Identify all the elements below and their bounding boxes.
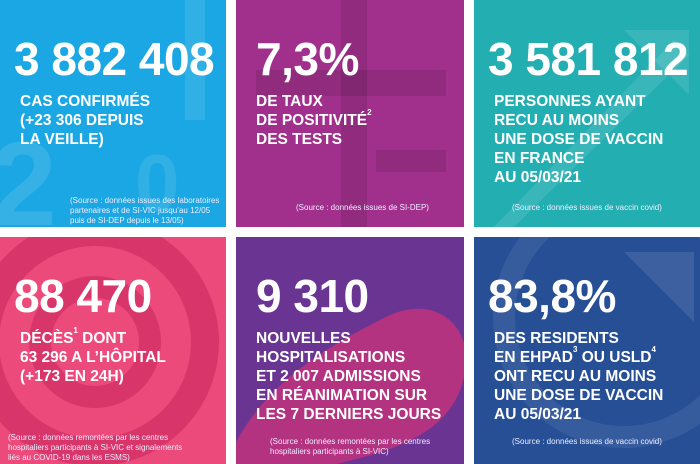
label-line: LES 7 DERNIERS JOURS — [256, 406, 442, 423]
label-line: UNE DOSE DE VACCIN — [494, 131, 664, 148]
tile-hospitalisations: 9 310 NOUVELLES HOSPITALISATIONS ET 2 00… — [236, 237, 464, 464]
label-line: DES RESIDENTS — [494, 330, 619, 347]
label-line: CAS CONFIRMÉS — [20, 93, 151, 110]
confirmed-cases-number: 3 882 408 — [14, 33, 215, 85]
label-line: RECU AU MOINS — [494, 112, 620, 129]
source-line: (Source : données issues de SI-DEP) — [296, 203, 429, 212]
confirmed-cases-label: CAS CONFIRMÉS (+23 306 DEPUIS LA VEILLE) — [20, 92, 150, 149]
label-line: (+173 EN 24H) — [20, 368, 124, 385]
tile-nursing-home-residents: 83,8% DES RESIDENTS EN EHPAD3 OU USLD4 O… — [474, 237, 700, 464]
label-line: LA VEILLE) — [20, 131, 104, 148]
tile-vaccinated-people: 3 581 812 PERSONNES AYANT RECU AU MOINS … — [474, 0, 700, 227]
label-line: DES TESTS — [256, 131, 343, 148]
source-line: puis de SI-DEP depuis le 13/05) — [70, 216, 184, 225]
tile-deaths: 88 470 DÉCÈS1 DONT 63 296 A L’HÔPITAL (+… — [0, 237, 226, 464]
label-line: ET 2 007 ADMISSIONS — [256, 368, 421, 385]
decorative-digits-graphic: 2 0 — [0, 0, 205, 227]
label-line: AU 05/03/21 — [494, 406, 582, 423]
label-line: (+23 306 DEPUIS — [20, 112, 144, 129]
source-line: (Source : données issues de vaccin covid… — [512, 437, 662, 446]
tile-confirmed-cases: 2 0 3 882 408 CAS CONFIRMÉS (+23 306 DEP… — [0, 0, 226, 227]
confirmed-cases-source: (Source : données issues des laboratoire… — [70, 196, 219, 226]
source-line: (Source : données issues des laboratoire… — [70, 196, 220, 205]
source-line: liés au COVID-19 dans les ESMS) — [8, 453, 130, 462]
vaccinated-people-number: 3 581 812 — [488, 33, 689, 85]
footnote-mark: 1 — [73, 326, 78, 335]
positivity-rate-source: (Source : données issues de SI-DEP) — [296, 203, 429, 213]
decorative-arrow-graphic — [494, 30, 689, 227]
deaths-label: DÉCÈS1 DONT 63 296 A L’HÔPITAL (+173 EN … — [20, 326, 166, 386]
label-line: EN FRANCE — [494, 150, 585, 167]
hospitalisations-label: NOUVELLES HOSPITALISATIONS ET 2 007 ADMI… — [256, 329, 441, 424]
label-line: AU 05/03/21 — [494, 169, 582, 186]
label-line: UNE DOSE DE VACCIN — [494, 387, 664, 404]
label-text: DÉCÈS — [20, 330, 74, 347]
label-line: PERSONNES AYANT — [494, 93, 646, 110]
hospitalisations-number: 9 310 — [256, 270, 369, 322]
label-text: OU USLD — [577, 349, 652, 366]
positivity-rate-label: DE TAUX DE POSITIVITÉ2 DES TESTS — [256, 92, 372, 149]
nursing-home-residents-source: (Source : données issues de vaccin covid… — [512, 437, 662, 447]
label-line: EN RÉANIMATION SUR — [256, 387, 428, 404]
svg-text:2: 2 — [0, 117, 57, 227]
label-line: HOSPITALISATIONS — [256, 349, 406, 366]
label-line: NOUVELLES — [256, 330, 351, 347]
footnote-mark: 2 — [367, 108, 372, 117]
decorative-rings-graphic — [0, 237, 219, 464]
vaccinated-people-label: PERSONNES AYANT RECU AU MOINS UNE DOSE D… — [494, 92, 663, 187]
nursing-home-residents-label: DES RESIDENTS EN EHPAD3 OU USLD4 ONT REC… — [494, 329, 663, 424]
nursing-home-residents-number: 83,8% — [488, 270, 616, 322]
label-text: DE POSITIVITÉ — [256, 112, 368, 129]
source-line: hospitaliers participants à SI-VIC et si… — [8, 443, 183, 452]
source-line: (Source : données remontées par les cent… — [270, 437, 431, 446]
source-line: partenaires et de SI-VIC jusqu’au 12/05 — [70, 206, 211, 215]
label-line: ONT RECU AU MOINS — [494, 368, 657, 385]
label-text: DONT — [77, 330, 127, 347]
decorative-arrow-graphic — [493, 237, 700, 448]
decorative-plus-graphic — [256, 0, 446, 227]
tile-positivity-rate: 7,3% DE TAUX DE POSITIVITÉ2 DES TESTS (S… — [236, 0, 464, 227]
source-line: (Source : données remontées par les cent… — [8, 433, 169, 442]
label-line: 63 296 A L’HÔPITAL — [20, 349, 166, 366]
hospitalisations-source: (Source : données remontées par les cent… — [270, 437, 430, 457]
positivity-rate-number: 7,3% — [256, 33, 359, 85]
label-line: DÉCÈS1 DONT — [20, 326, 166, 348]
label-line: EN EHPAD3 OU USLD4 — [494, 345, 663, 367]
label-text: EN EHPAD — [494, 349, 573, 366]
footnote-mark: 4 — [651, 345, 656, 354]
decorative-blob-graphic — [236, 308, 464, 464]
deaths-source: (Source : données remontées par les cent… — [8, 433, 182, 463]
source-line: hospitaliers participants à SI-VIC) — [270, 447, 389, 456]
vaccinated-people-source: (Source : données issues de vaccin covid… — [512, 203, 662, 213]
deaths-number: 88 470 — [14, 270, 152, 322]
footnote-mark: 3 — [572, 345, 578, 354]
label-line: DE TAUX — [256, 93, 323, 110]
source-line: (Source : données issues de vaccin covid… — [512, 203, 662, 212]
label-line: DE POSITIVITÉ2 — [256, 108, 372, 130]
svg-text:0: 0 — [135, 138, 180, 227]
